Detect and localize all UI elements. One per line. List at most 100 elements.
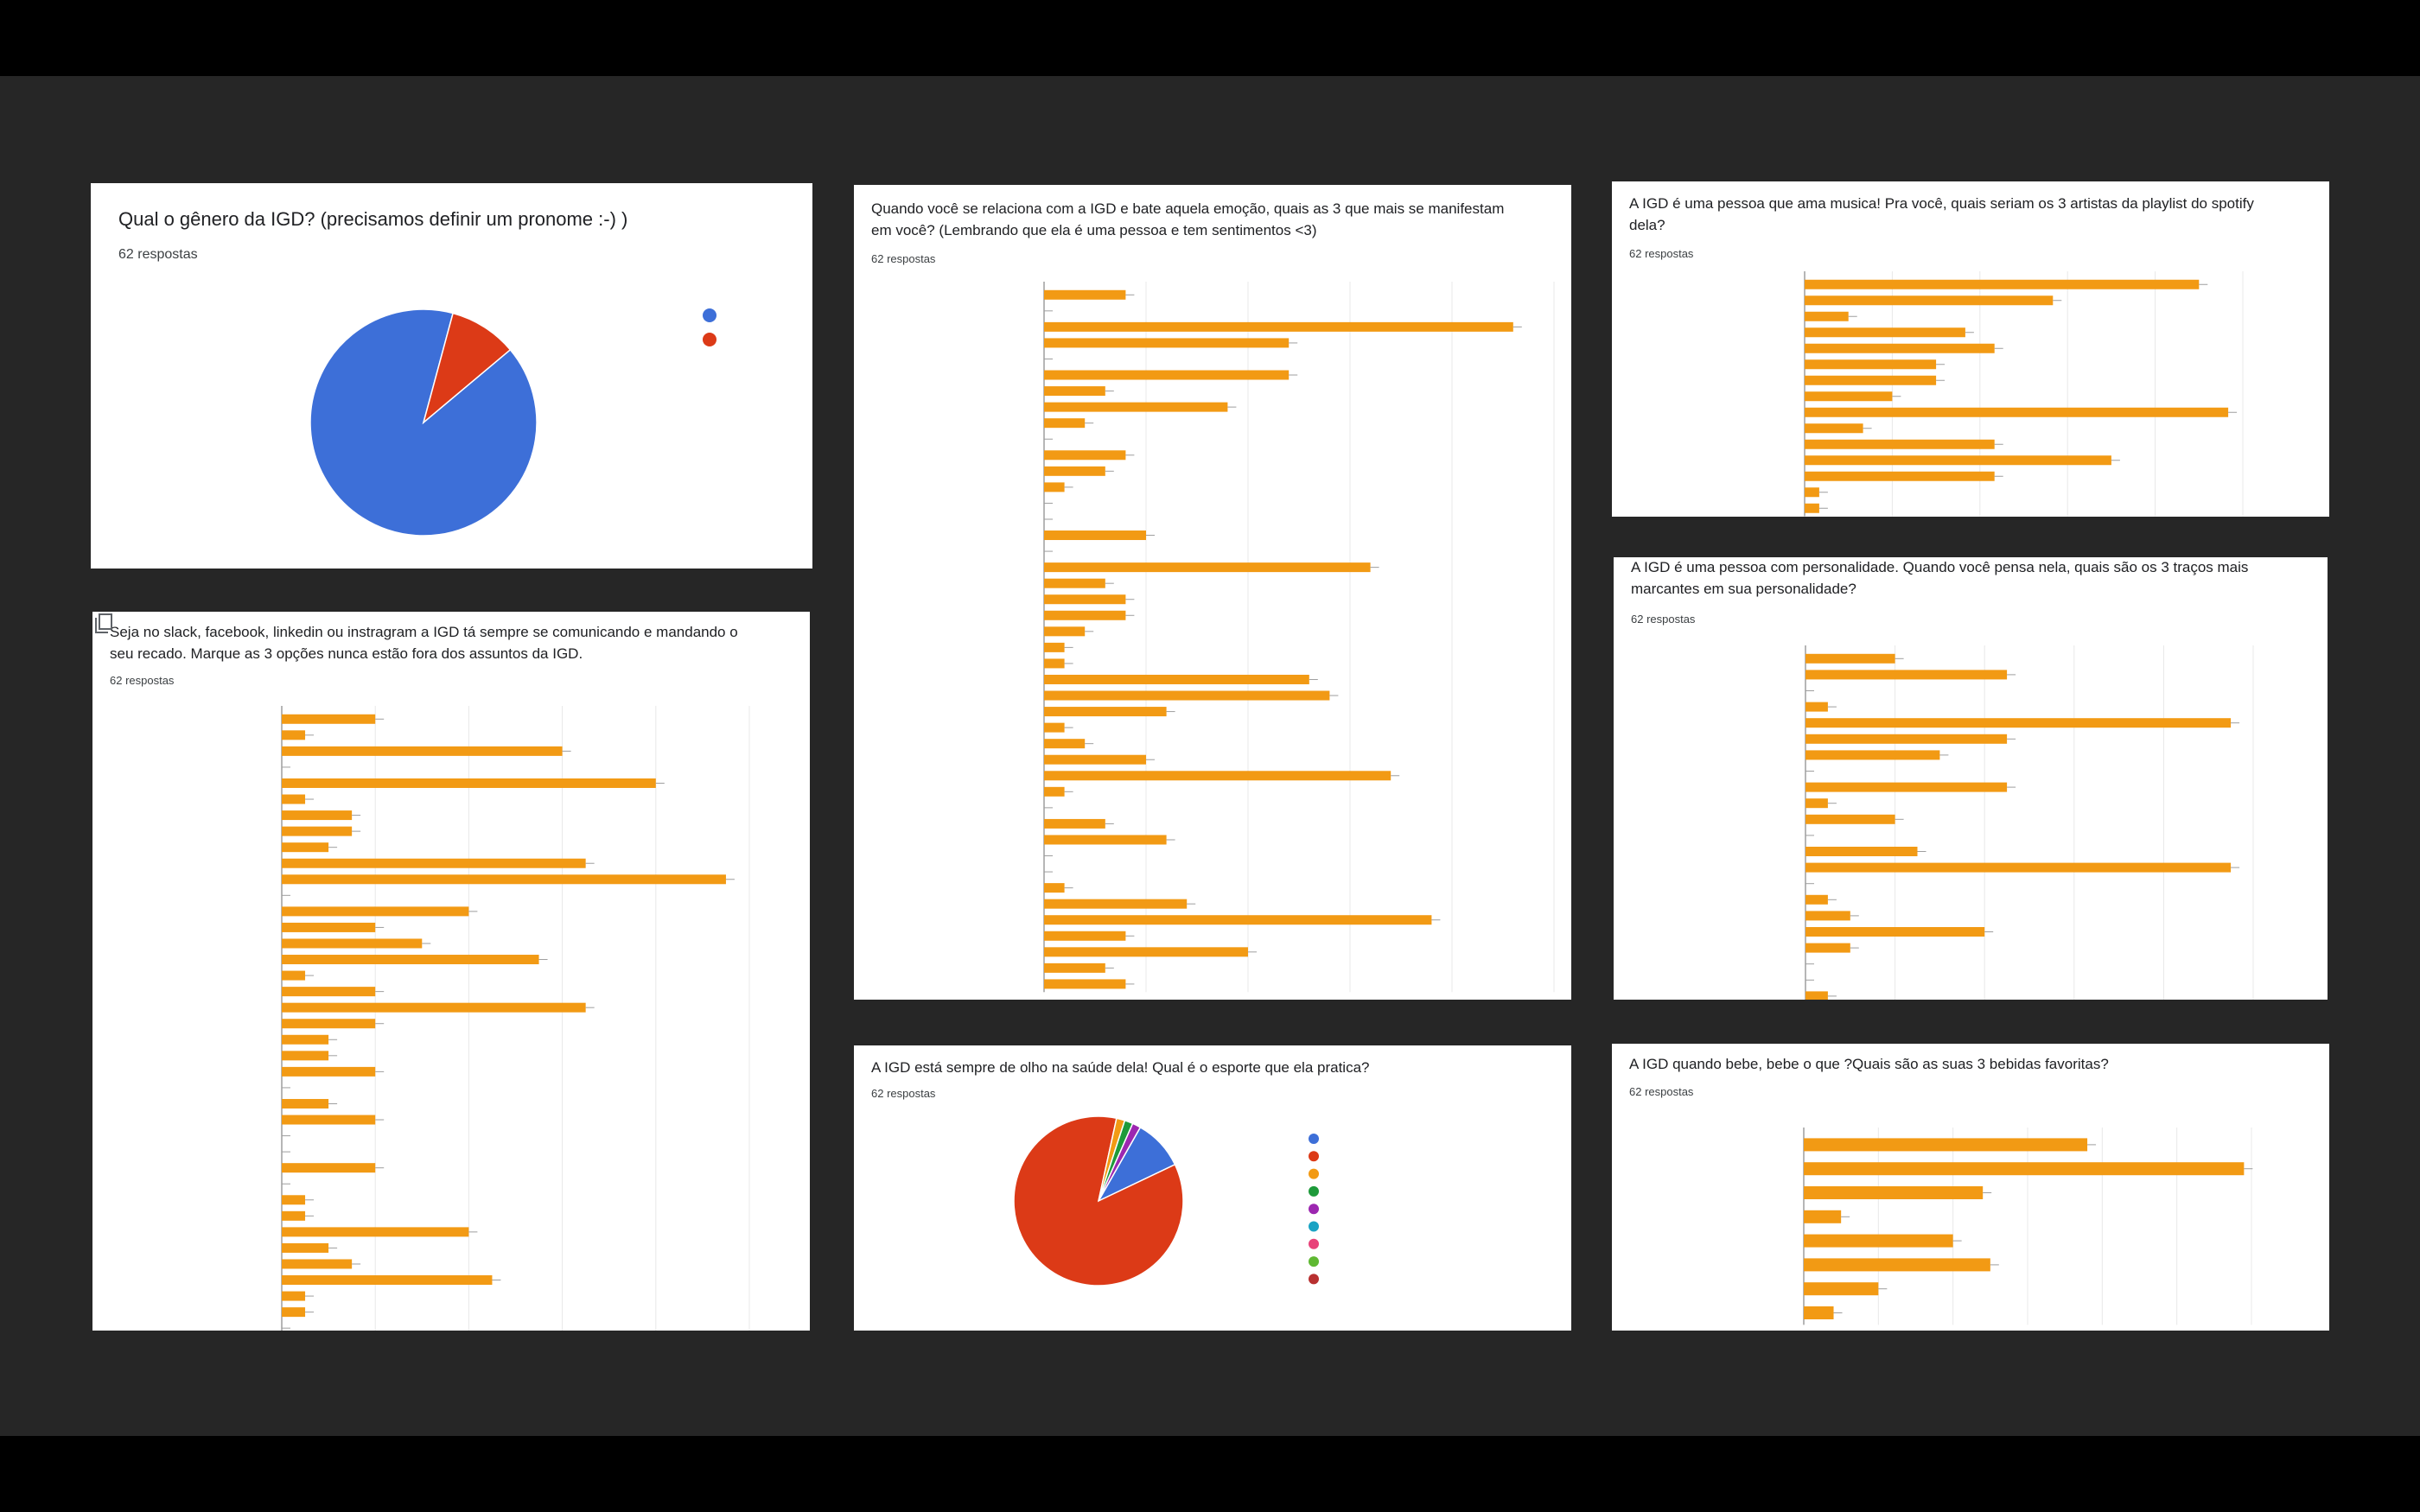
bar [1805,279,2200,289]
bar [1804,1282,1879,1296]
bottom-black-band [0,1436,2420,1512]
bar [1805,439,1995,449]
bar [1804,1234,1953,1248]
question-title: Seja no slack, facebook, linkedin ou ins… [110,624,738,662]
bar [282,1307,306,1318]
bar [1805,943,1850,953]
bar [1805,927,1985,937]
copy-icon[interactable] [92,612,115,634]
bar [1805,295,2054,306]
question-title: A IGD é uma pessoa com personalidade. Qu… [1631,559,2249,597]
bar [1044,594,1126,605]
bar [1805,391,1893,402]
legend-marker [1309,1221,1319,1232]
bar [282,1210,306,1221]
response-count: 62 respostas [1631,613,1696,626]
bar [1044,321,1513,332]
bar [1044,899,1188,909]
bar [1044,962,1105,973]
pie-slice [422,312,512,425]
bar [282,730,306,740]
bar [1805,782,2008,792]
bar [282,746,563,756]
legend-marker [1309,1168,1319,1179]
bar [1804,1138,2088,1152]
bar [1804,1258,1990,1272]
bar [1044,450,1126,461]
bar [282,1259,353,1269]
bar [282,1291,306,1301]
bar [1044,530,1146,541]
bar [1044,931,1126,941]
bar [1805,653,1895,664]
bar [1805,423,1863,434]
legend-marker [1309,1151,1319,1162]
bar [1044,578,1105,588]
bar [1805,359,1937,370]
bar [1805,798,1828,809]
bar [1804,1162,2245,1176]
communication-chart-card: Seja no slack, facebook, linkedin ou ins… [92,612,810,1331]
drinks-bar-chart [1803,1128,2253,1325]
music-chart-card: A IGD é uma pessoa que ama musica! Pra v… [1612,181,2329,517]
bar [1044,979,1126,989]
bar [1805,718,2232,728]
bar [1044,626,1086,637]
personality-chart-card: A IGD é uma pessoa com personalidade. Qu… [1614,557,2328,1000]
response-count: 62 respostas [118,247,198,262]
legend-marker [1309,1256,1319,1267]
question-title: A IGD quando bebe, bebe o que ?Quais são… [1629,1056,2109,1072]
bar [1044,915,1432,925]
bar [1805,455,2111,466]
bar [1805,311,1849,321]
bar [1805,814,1895,824]
bar [1044,386,1105,397]
bar [282,714,376,724]
legend-marker [1309,1134,1319,1144]
bar [1044,562,1371,573]
bar [282,1242,329,1253]
bar [282,1195,306,1205]
music-bar-chart [1804,271,2244,517]
bar [1044,818,1105,829]
bar [1805,670,2008,680]
bar [1044,786,1065,797]
bar [1805,750,1940,760]
bar [282,987,376,997]
bar [1805,862,2232,873]
question-title: A IGD é uma pessoa que ama musica! Pra v… [1629,195,2254,233]
bar [1805,991,1828,1000]
emotion-bar-chart [1043,282,1555,993]
response-count: 62 respostas [1629,1085,1694,1098]
bar [282,906,469,917]
bar [1805,375,1937,385]
bar [1805,327,1965,338]
bar [1805,343,1995,353]
bar [1044,722,1065,733]
drinks-chart-card: A IGD quando bebe, bebe o que ?Quais são… [1612,1044,2329,1331]
bar [1044,739,1086,749]
bar [282,938,423,949]
bar [1804,1186,1984,1199]
communication-bar-chart [281,706,750,1331]
bar [1044,610,1126,620]
bar [1805,894,1828,905]
legend-marker [1309,1185,1319,1197]
emotion-chart-card: Quando você se relaciona com a IGD e bat… [854,185,1571,1000]
bar [282,955,539,965]
response-count: 62 respostas [871,1087,936,1100]
bar [282,1051,329,1061]
bar [282,874,726,885]
legend-marker [1309,1238,1319,1249]
response-count: 62 respostas [871,252,936,265]
bar [1804,1306,1834,1319]
bar [1805,847,1918,856]
pie-slice [1098,1122,1142,1202]
bar [1805,734,2008,744]
bar [282,826,353,836]
bar [282,1275,493,1286]
sport-pie-chart [1013,1115,1319,1286]
question-title: Quando você se relaciona com a IGD e bat… [871,200,1505,238]
gender-pie-chart [309,308,716,537]
legend-marker [1309,1274,1319,1285]
